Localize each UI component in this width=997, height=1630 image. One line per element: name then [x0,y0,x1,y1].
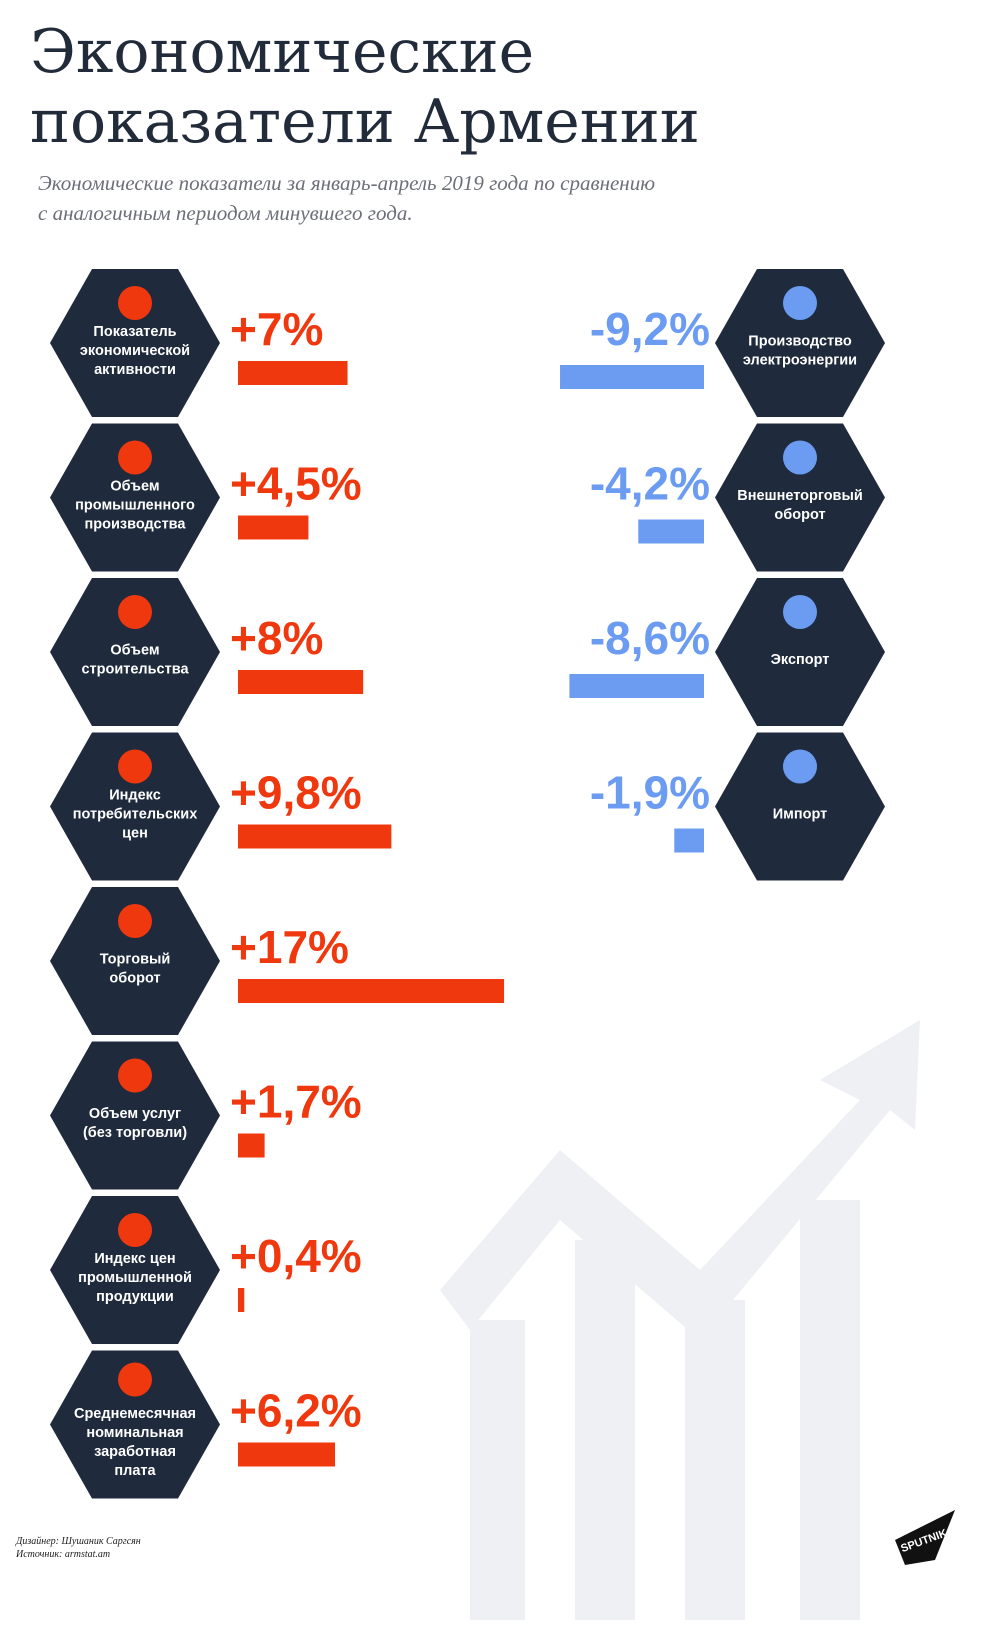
hexagon [50,732,220,881]
icon [783,595,817,629]
value-label: -1,9% [590,767,710,819]
hexagon [50,423,220,572]
hexagon [50,269,220,417]
hex-label: Экспорт [771,652,830,668]
hex-label: Индекс [109,788,161,804]
hex-label: промышленного [75,498,195,514]
bar [560,365,704,389]
credit: Дизайнер: Шушаник Саргсян [15,1536,141,1547]
hex-label: строительства [81,662,189,678]
hexagon [50,1350,220,1499]
hexagon [50,887,220,1035]
bar [238,824,392,849]
hexagon [50,1041,220,1190]
value-label: +0,4% [230,1230,362,1282]
bar [238,361,348,385]
value-label: +9,8% [230,767,362,819]
bar [238,979,505,1003]
hex-label: Торговый [100,952,171,968]
icon [783,440,817,475]
subtitle: с аналогичным периодом минувшего года. [38,201,413,225]
hex-label: электроэнергии [743,353,857,369]
icon [783,286,817,320]
hexagon [715,578,885,726]
value-label: +8% [230,612,323,664]
bar [569,674,704,698]
icon [118,1058,152,1093]
hex-label: Индекс цен [94,1251,175,1267]
subtitle: Экономические показатели за январь-апрел… [38,171,655,195]
icon [118,440,152,475]
hex-label: экономической [80,343,190,359]
icon [118,749,152,784]
hex-label: промышленной [78,1270,192,1286]
value-label: +6,2% [230,1385,362,1437]
icon [118,286,152,320]
hexagon [50,578,220,726]
icon [118,1362,152,1397]
hex-label: производства [85,517,187,533]
bar [674,828,704,853]
bar [238,1442,336,1467]
hex-label: Импорт [773,807,828,823]
hexagon [50,1196,220,1344]
value-label: -8,6% [590,612,710,664]
hex-label: Внешнеторговый [737,488,863,504]
hex-label: Объем [110,479,159,495]
hex-label: оборот [109,971,160,987]
icon [118,904,152,938]
title: показатели Армении [30,87,700,157]
icon [118,1213,152,1247]
hex-label: продукции [96,1289,174,1305]
value-label: +17% [230,921,349,973]
bar [238,1133,265,1158]
hex-label: Объем услуг [89,1106,181,1122]
hex-label: оборот [774,507,825,523]
logo-shape [895,1510,955,1565]
value-label: -9,2% [590,303,710,355]
hex-label: (без торговли) [83,1125,187,1141]
hex-label: Показатель [93,324,176,340]
title: Экономические [30,17,534,87]
hexagon [715,269,885,417]
hex-label: заработная [94,1444,176,1460]
hex-label: потребительских [73,807,198,823]
icon [118,595,152,629]
value-label: -4,2% [590,458,710,510]
bar [238,1288,245,1312]
hex-label: цен [122,826,148,842]
hex-label: активности [94,362,176,378]
hexagon [715,732,885,881]
icon [783,749,817,784]
background-arrow [440,1020,920,1620]
value-label: +1,7% [230,1076,362,1128]
hex-label: Среднемесячная [74,1406,196,1422]
hexagon [715,423,885,572]
hex-label: Объем [110,643,159,659]
bar [238,670,364,694]
value-label: +7% [230,303,323,355]
hex-label: Производство [748,334,852,350]
credit: Источник: armstat.am [15,1549,110,1560]
hex-label: плата [114,1463,156,1479]
value-label: +4,5% [230,458,362,510]
hex-label: номинальная [86,1425,183,1441]
bar [638,519,704,544]
bar [238,515,309,540]
